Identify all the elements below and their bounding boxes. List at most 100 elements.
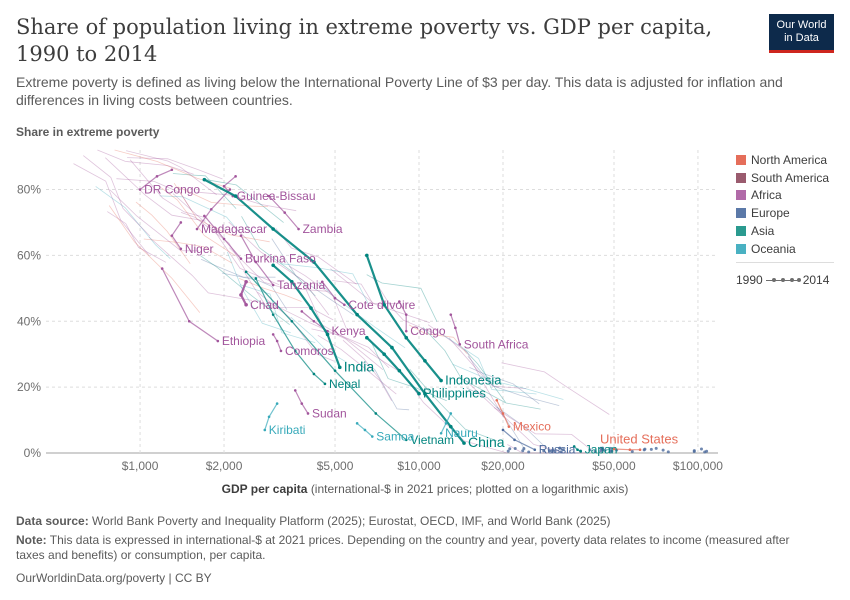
series-kiribati (263, 402, 279, 432)
data-point (404, 313, 408, 316)
series-label-tanzania: Tanzania (277, 278, 325, 292)
background-point (666, 450, 670, 454)
x-tick-label: $20,000 (481, 459, 525, 473)
legend-item-oceania[interactable]: Oceania (736, 240, 829, 258)
data-point (202, 177, 207, 182)
background-point (550, 449, 554, 453)
series-line (613, 448, 640, 451)
x-tick-label: $50,000 (592, 459, 636, 473)
data-point (404, 335, 409, 340)
background-trajectory (342, 339, 393, 401)
data-point (170, 234, 174, 237)
series-nauru (439, 412, 453, 435)
background-trajectory (409, 368, 497, 442)
background-trajectory (330, 268, 430, 323)
series-label-china: China (468, 434, 505, 450)
legend: North America South America Africa Europ… (736, 151, 829, 258)
data-point (423, 358, 427, 363)
data-point (195, 227, 199, 231)
background-trajectory (95, 186, 171, 259)
series-china (202, 177, 466, 445)
legend-item-europe[interactable]: Europe (736, 204, 829, 222)
background-trajectory (239, 284, 316, 343)
x-tick-label: $10,000 (397, 459, 441, 473)
legend-divider (736, 262, 834, 263)
background-point (558, 446, 562, 450)
data-point (203, 214, 206, 218)
data-point (612, 447, 616, 451)
legend-label: North America (751, 152, 828, 167)
data-point (170, 168, 174, 172)
legend-swatch (736, 208, 746, 219)
data-point (355, 422, 359, 425)
background-point (527, 450, 531, 454)
background-trajectory (288, 265, 348, 331)
legend-swatch (736, 243, 746, 254)
data-point (254, 277, 258, 280)
background-trajectory (127, 157, 223, 180)
series-label-india: India (344, 358, 375, 374)
data-source-label: Data source: (16, 514, 89, 528)
series-label-kenya: Kenya (332, 324, 366, 338)
data-point (439, 378, 443, 383)
background-trajectory (422, 327, 506, 403)
data-point (333, 369, 337, 372)
data-point (638, 448, 642, 452)
data-point (267, 194, 271, 198)
logo-line2: in Data (784, 32, 819, 44)
series-label-mexico: Mexico (513, 420, 551, 434)
legend-label: Asia (751, 224, 775, 239)
data-point (501, 428, 505, 432)
legend-item-north-america[interactable]: North America (736, 151, 829, 169)
series-label-philippines: Philippines (423, 386, 486, 401)
owid-logo[interactable]: Our World in Data (769, 14, 834, 53)
y-tick-label: 60% (17, 248, 41, 262)
data-point (398, 300, 401, 303)
series-mexico (495, 399, 511, 428)
background-trajectory (238, 278, 302, 302)
chart-subtitle: Extreme poverty is defined as living bel… (16, 74, 783, 108)
series-label-guinea-bissau: Guinea-Bissau (237, 189, 316, 203)
background-point (649, 447, 653, 451)
background-trajectory (172, 193, 280, 286)
data-point (390, 345, 394, 350)
data-point (382, 302, 386, 307)
data-point (279, 349, 283, 353)
data-point (333, 296, 337, 300)
data-point (209, 207, 213, 211)
data-point (138, 188, 142, 191)
background-trajectory (116, 178, 192, 211)
data-point (179, 221, 183, 224)
legend-item-south-america[interactable]: South America (736, 169, 829, 187)
series-label-south-africa: South Africa (464, 337, 529, 351)
data-point (179, 247, 183, 251)
background-trajectory (180, 212, 249, 275)
series-philippines (365, 335, 421, 396)
data-point (448, 424, 453, 429)
legend-label: Africa (751, 188, 782, 203)
background-trajectory (305, 289, 400, 372)
series-label-ethiopia: Ethiopia (222, 334, 266, 348)
background-trajectory (280, 263, 370, 307)
background-trajectory (108, 205, 201, 313)
series-line (272, 334, 282, 352)
data-point (323, 382, 327, 386)
data-point (244, 279, 248, 284)
credit-link[interactable]: OurWorldinData.org/poverty | CC BY (16, 571, 212, 585)
series-line (161, 268, 219, 342)
data-point (495, 399, 499, 402)
background-trajectory (135, 201, 191, 264)
data-point (293, 389, 297, 392)
legend-item-africa[interactable]: Africa (736, 187, 829, 205)
legend-item-asia[interactable]: Asia (736, 222, 829, 240)
series-russia (501, 428, 537, 452)
background-trajectory (73, 163, 149, 255)
data-point (312, 319, 316, 323)
data-point (216, 339, 220, 343)
data-point (271, 263, 275, 268)
background-point (661, 448, 665, 452)
background-trajectory (159, 195, 240, 233)
background-trajectory (226, 251, 291, 334)
x-tick-label: $100,000 (673, 459, 723, 473)
